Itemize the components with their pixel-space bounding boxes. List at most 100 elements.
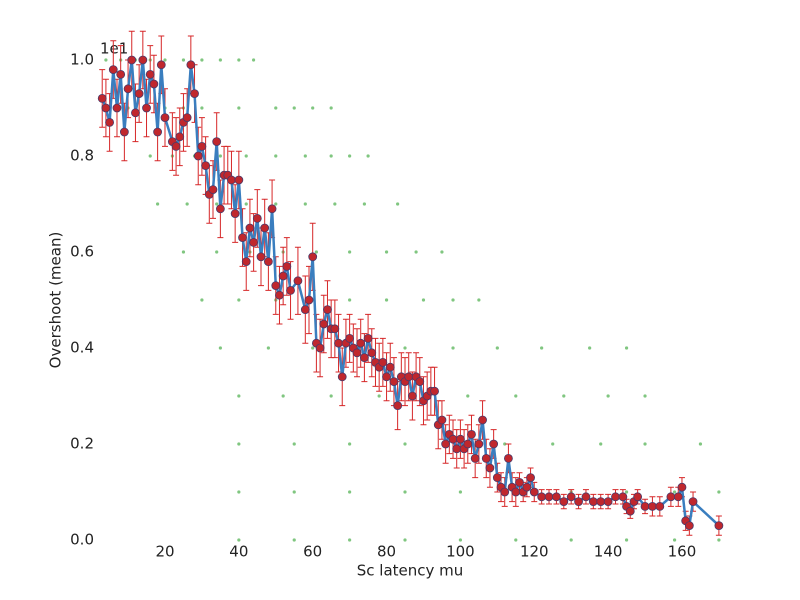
raw-point [303,202,307,206]
mean-marker [408,391,417,401]
raw-point [384,298,389,302]
y-tick-label: 0.8 [70,147,94,165]
raw-point [569,538,573,542]
mean-marker [352,348,362,358]
raw-point [588,346,592,350]
raw-point [672,490,677,494]
raw-point [237,538,241,542]
raw-point [181,58,186,62]
raw-point [237,442,241,446]
mean-marker [588,497,598,507]
mean-marker [323,305,332,315]
mean-marker [319,319,329,329]
mean-marker [227,175,236,185]
raw-point [237,58,241,62]
mean-marker [260,223,270,233]
raw-point [215,250,219,254]
mean-marker [437,415,447,425]
raw-point [215,202,219,206]
mean-marker [330,324,340,334]
mean-marker [415,377,425,387]
mean-marker [252,213,262,223]
raw-point [104,58,108,62]
raw-point [218,58,222,62]
raw-point [562,394,566,398]
mean-marker [230,209,240,219]
mean-marker [611,492,620,502]
mean-marker [389,377,399,387]
mean-marker [500,487,510,497]
mean-marker [160,113,170,122]
y-tick-label: 0.0 [70,531,94,549]
mean-marker [190,89,199,98]
mean-marker [282,261,292,271]
mean-marker [334,338,343,348]
mean-marker [522,482,532,492]
raw-point [244,202,248,206]
mean-marker [596,497,606,507]
mean-marker [655,501,665,511]
mean-marker [263,257,273,267]
mean-marker [382,372,391,382]
mean-marker [574,497,583,507]
raw-point [624,490,629,494]
mean-marker [566,492,576,502]
raw-point [396,202,400,206]
raw-point [237,298,241,302]
mean-marker [474,439,484,449]
raw-point [292,442,296,446]
mean-marker [625,506,635,516]
raw-point [514,394,518,398]
mean-marker [304,295,314,305]
raw-point [218,346,222,350]
mean-marker [131,108,140,118]
mean-marker [478,415,487,425]
mean-marker [286,285,295,295]
raw-point [348,250,352,254]
mean-marker [456,434,465,444]
raw-point [414,250,418,254]
mean-marker [393,401,403,411]
raw-point [624,538,629,542]
mean-marker [134,89,144,98]
mean-marker [378,357,388,367]
raw-point [329,154,333,158]
mean-marker [278,271,288,281]
mean-marker [275,290,284,300]
x-tick-label: 120 [520,543,549,561]
raw-point [274,154,278,158]
raw-point [466,394,470,398]
mean-marker [119,127,129,137]
mean-marker [249,237,259,247]
mean-marker [688,497,698,507]
raw-point [451,346,455,350]
mean-marker [470,453,480,463]
mean-marker [581,492,591,502]
mean-marker [359,353,369,363]
mean-line [101,59,720,529]
mean-marker [315,343,325,353]
mean-marker [511,487,521,497]
raw-point [311,346,315,350]
mean-marker [404,372,414,382]
raw-point [348,538,352,542]
raw-point [163,58,167,62]
mean-marker [138,55,148,65]
mean-marker [271,281,281,291]
mean-marker [182,113,192,122]
mean-marker [186,60,196,70]
raw-point [458,538,463,542]
raw-point [218,154,222,158]
y-tick-label: 0.4 [70,339,94,357]
mean-marker [105,118,115,127]
mean-marker [153,127,163,137]
raw-point [551,442,555,446]
raw-point [606,394,610,398]
mean-marker [337,372,347,382]
raw-point [403,442,407,446]
mean-marker [633,492,643,502]
x-axis-label: Sc latency mu [357,562,464,580]
mean-marker [363,333,373,343]
mean-marker [112,103,122,113]
